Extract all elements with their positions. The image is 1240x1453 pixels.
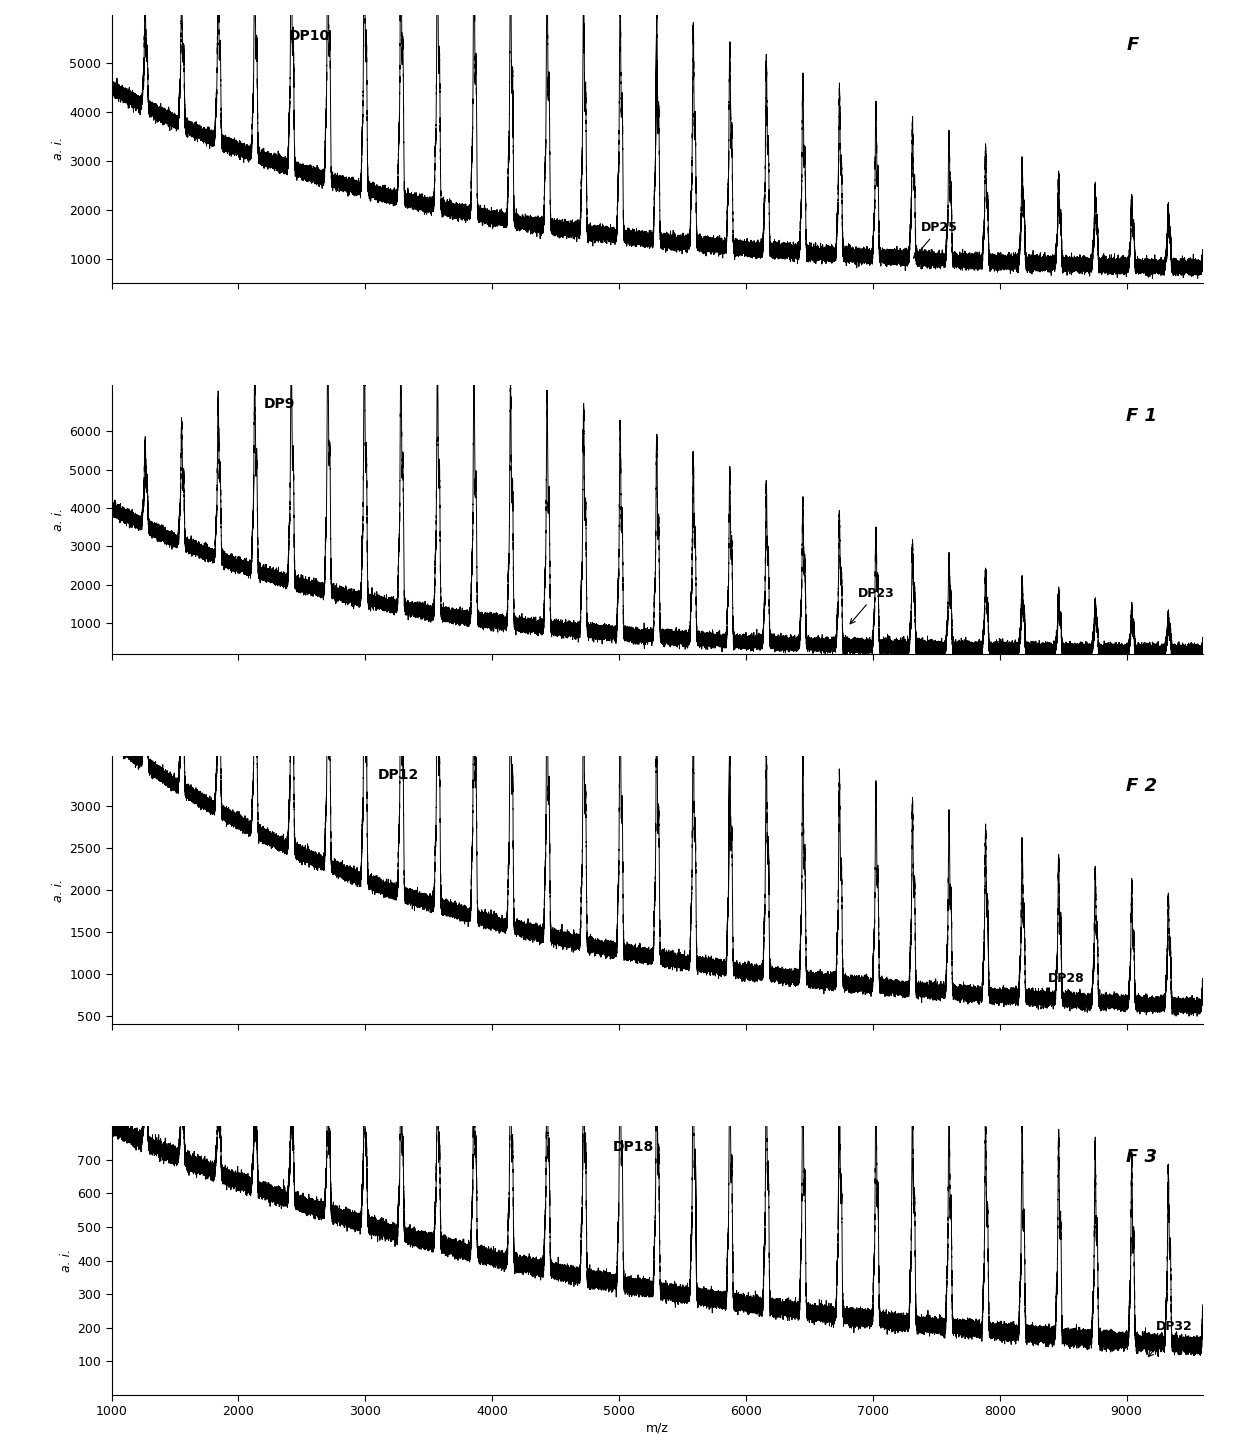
Text: F 1: F 1: [1126, 407, 1157, 424]
Text: DP10: DP10: [289, 29, 330, 44]
Text: DP18: DP18: [613, 1139, 653, 1154]
Text: DP32: DP32: [1148, 1319, 1193, 1357]
Text: F 2: F 2: [1126, 777, 1157, 795]
X-axis label: m/z: m/z: [646, 1421, 668, 1434]
Text: DP12: DP12: [378, 769, 419, 782]
Text: DP23: DP23: [851, 587, 894, 623]
Text: DP28: DP28: [1040, 972, 1085, 1008]
Y-axis label: a. i.: a. i.: [52, 509, 64, 530]
Text: DP9: DP9: [264, 397, 295, 411]
Text: DP25: DP25: [914, 221, 959, 259]
Y-axis label: a. i.: a. i.: [60, 1250, 73, 1273]
Text: F 3: F 3: [1126, 1148, 1157, 1165]
Y-axis label: a. i.: a. i.: [52, 137, 64, 160]
Y-axis label: a. i.: a. i.: [52, 879, 66, 901]
Text: F: F: [1126, 36, 1138, 54]
